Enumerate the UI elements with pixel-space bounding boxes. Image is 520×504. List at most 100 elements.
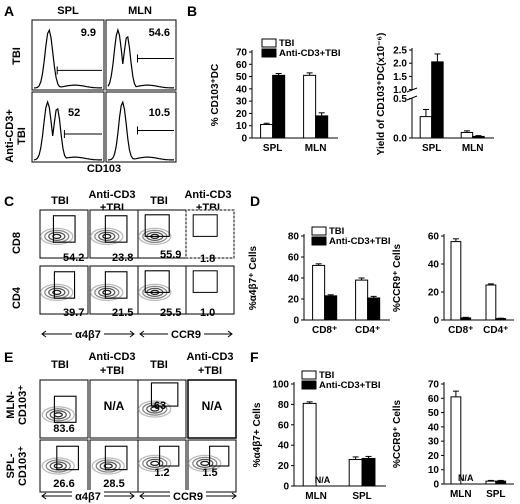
bar <box>460 131 474 139</box>
density-contour <box>48 287 66 298</box>
arrow-head-icon <box>41 330 47 338</box>
density-contour <box>95 459 121 473</box>
density-contour <box>150 460 160 467</box>
histogram-frame <box>105 19 177 91</box>
flow-gate <box>104 271 128 299</box>
density-contour <box>98 287 116 298</box>
flow-plot-frame <box>89 379 139 439</box>
x-tick-label: CD8⁺ <box>312 325 337 336</box>
flow-gate <box>144 270 170 293</box>
flow-plot-frame <box>185 265 235 315</box>
density-contour <box>40 227 74 246</box>
bar <box>312 264 326 321</box>
y-tick-label: 60 <box>236 60 248 71</box>
legend-swatch <box>261 48 277 58</box>
flow-gate <box>53 271 76 299</box>
y-tick-label: 30 <box>428 437 440 448</box>
bar-chart: 0 20 40 60 %CCR9⁺ Cells CD8⁺ CD4⁺ <box>392 232 514 336</box>
flow-plot-frame <box>39 439 89 493</box>
histogram-frame <box>31 19 105 91</box>
y-tick-label: 1.5 <box>393 72 407 83</box>
y-tick-label: 50 <box>236 72 248 83</box>
x-tick-label: SPL <box>486 489 505 500</box>
bar <box>367 297 381 321</box>
density-contour <box>98 231 116 242</box>
bar-chart: 0 20 40 60 80 %α4β7⁺ Cells CD8⁺ CD4⁺ TBIAnti-CD3… <box>248 226 391 336</box>
row-label: MLN- <box>5 391 17 419</box>
y-tick-label: 70 <box>236 48 248 59</box>
density-contour <box>53 463 63 469</box>
gate-value: 1.0 <box>200 307 215 319</box>
bar <box>472 135 485 139</box>
legend-swatch <box>311 226 327 236</box>
histogram-value: 10.5 <box>149 107 170 119</box>
bar <box>302 402 317 487</box>
density-contour <box>48 231 66 242</box>
y-tick-label: 60 <box>278 420 290 431</box>
density-contour <box>138 283 172 302</box>
y-tick-label: 0 <box>433 480 439 491</box>
gate-value: 1.8 <box>200 253 215 265</box>
gate-value: 25.5 <box>160 307 181 319</box>
y-tick-label: 30 <box>236 97 248 108</box>
y-tick-label: 10 <box>236 121 248 132</box>
histogram-curve <box>33 100 102 161</box>
gate-value: 28.5 <box>103 478 124 490</box>
col-label-mln: MLN <box>128 5 152 17</box>
gate-value: 1.2 <box>154 467 169 479</box>
flow-plot-frame <box>89 439 139 493</box>
y-tick-label: 40 <box>288 274 300 285</box>
bar <box>460 317 472 321</box>
arrow-head-icon <box>139 492 145 500</box>
bar <box>303 74 317 139</box>
density-contour <box>150 406 160 412</box>
axis-break-mark <box>406 95 418 101</box>
panel-letter-d: D <box>250 193 260 209</box>
col-label: Anti-CD3 <box>186 351 233 363</box>
flow-plot-border <box>185 209 235 259</box>
flow-gate <box>150 382 179 407</box>
histogram-curve <box>107 100 174 161</box>
density-contour <box>91 457 125 475</box>
density-contour <box>103 463 113 469</box>
y-tick-label: 0 <box>293 316 299 327</box>
panel-letter-c: C <box>4 193 14 209</box>
col-label: +TBI <box>100 365 124 377</box>
y-tick-label: 0 <box>283 482 289 493</box>
bar <box>485 480 497 485</box>
y-tick-label: 70 <box>428 380 440 391</box>
legend-label: Anti-CD3+TBI <box>279 48 341 59</box>
density-contour <box>102 289 112 296</box>
row-label-cd4: CD4 <box>11 286 23 309</box>
row-label: CD103⁺ <box>17 385 29 425</box>
bar <box>355 279 369 321</box>
col-label: TBI <box>150 359 168 371</box>
col-label: TBI <box>150 195 168 207</box>
flow-gate <box>192 270 218 293</box>
bar <box>361 457 376 487</box>
y-tick-label: 0.0 <box>393 134 407 145</box>
bar <box>485 284 497 321</box>
flow-gate <box>104 215 128 243</box>
bar <box>450 241 462 321</box>
y-tick-label: 40 <box>428 422 440 433</box>
x-axis-label: α4β7 <box>75 329 101 341</box>
legend-label: TBI <box>279 38 294 49</box>
density-contour <box>138 454 172 473</box>
flow-gate <box>144 214 170 237</box>
gate-value: 63 <box>154 400 166 412</box>
col-label: Anti-CD3 <box>184 189 231 201</box>
y-tick-label: 80 <box>288 232 300 243</box>
y-axis-title: %α4β7⁺ Cells <box>248 245 259 310</box>
gate-value: 54.2 <box>63 252 84 264</box>
x-tick-label: CD4⁺ <box>483 325 508 336</box>
gate-value: 23.8 <box>112 252 133 264</box>
density-contour <box>142 456 168 471</box>
col-label: Anti-CD3 <box>88 351 135 363</box>
y-tick-label: 50 <box>428 408 440 419</box>
legend-label: Anti-CD3+TBI <box>319 380 381 391</box>
histogram-frame <box>105 91 177 163</box>
label-backdrop <box>170 490 206 502</box>
flow-gate <box>56 445 79 471</box>
